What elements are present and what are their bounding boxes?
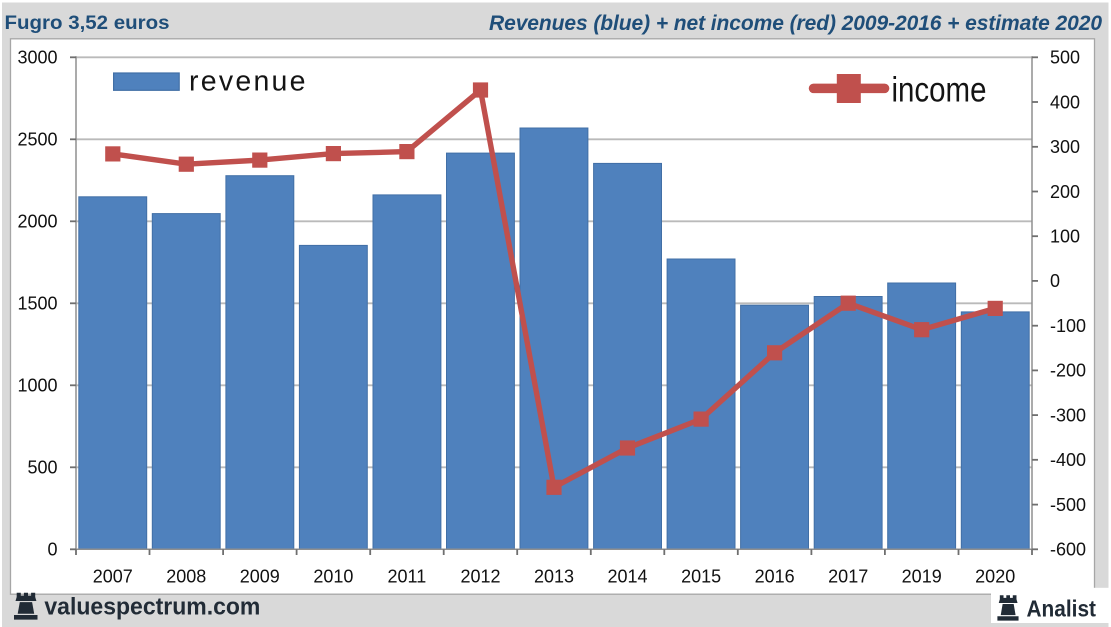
- svg-text:1500: 1500: [17, 294, 57, 314]
- svg-text:Fugro 3,52 euros: Fugro 3,52 euros: [5, 12, 170, 34]
- svg-text:income: income: [892, 71, 987, 110]
- svg-text:-100: -100: [1050, 316, 1086, 336]
- svg-text:500: 500: [1050, 48, 1080, 68]
- svg-text:2012: 2012: [460, 567, 500, 587]
- svg-text:Analist: Analist: [1027, 596, 1097, 622]
- svg-text:2015: 2015: [681, 567, 721, 587]
- svg-text:400: 400: [1050, 92, 1080, 112]
- svg-text:-400: -400: [1050, 450, 1086, 470]
- svg-text:2000: 2000: [17, 212, 57, 232]
- svg-text:revenue: revenue: [189, 65, 306, 97]
- svg-text:2013: 2013: [534, 567, 574, 587]
- svg-text:Revenues (blue) + net income (: Revenues (blue) + net income (red) 2009-…: [489, 12, 1102, 35]
- svg-text:-200: -200: [1050, 361, 1086, 381]
- svg-text:2010: 2010: [313, 567, 353, 587]
- svg-text:2009: 2009: [240, 567, 280, 587]
- svg-text:-500: -500: [1050, 495, 1086, 515]
- svg-text:200: 200: [1050, 182, 1080, 202]
- svg-text:-600: -600: [1050, 540, 1086, 560]
- svg-text:2017: 2017: [828, 567, 868, 587]
- svg-text:2019: 2019: [902, 567, 942, 587]
- svg-text:2020: 2020: [975, 567, 1015, 587]
- svg-text:0: 0: [1050, 271, 1060, 291]
- svg-text:500: 500: [27, 458, 57, 478]
- svg-text:2007: 2007: [93, 567, 133, 587]
- svg-text:-300: -300: [1050, 405, 1086, 425]
- svg-text:300: 300: [1050, 137, 1080, 157]
- svg-text:2011: 2011: [388, 567, 427, 587]
- svg-text:1000: 1000: [17, 376, 57, 396]
- svg-text:2016: 2016: [755, 567, 795, 587]
- svg-text:2500: 2500: [17, 130, 57, 150]
- svg-text:2008: 2008: [166, 567, 206, 587]
- svg-text:valuespectrum.com: valuespectrum.com: [44, 594, 260, 621]
- svg-text:3000: 3000: [17, 48, 57, 68]
- svg-text:0: 0: [47, 540, 57, 560]
- svg-text:2014: 2014: [607, 567, 647, 587]
- svg-text:100: 100: [1050, 227, 1080, 247]
